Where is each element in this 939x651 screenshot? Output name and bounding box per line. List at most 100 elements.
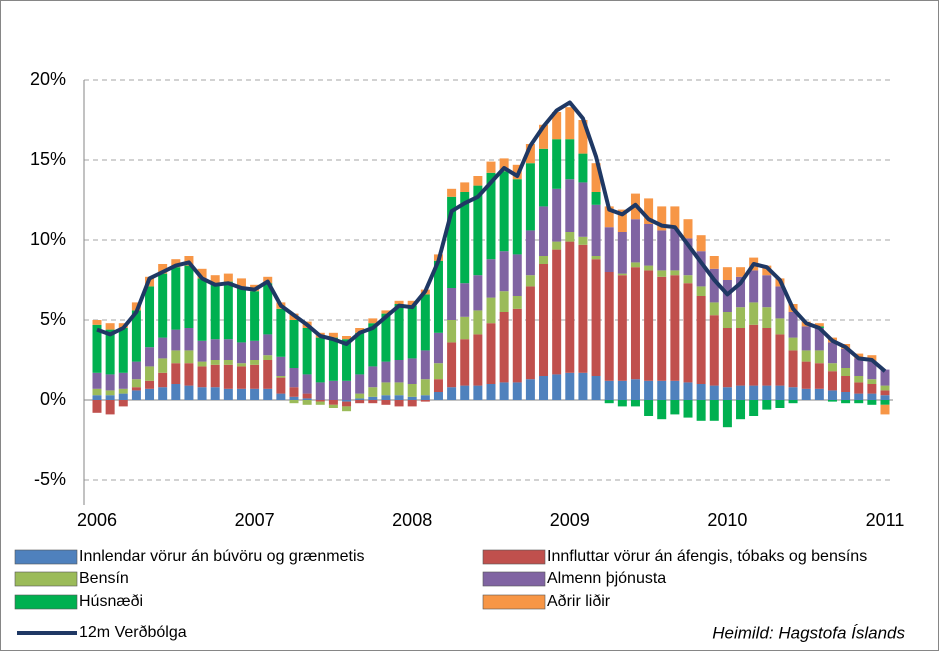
bar-segment — [158, 337, 168, 359]
bar-segment — [145, 366, 155, 381]
bar-segment — [184, 385, 194, 400]
bar-segment — [854, 400, 864, 404]
bar-segment — [407, 305, 417, 359]
bar-segment — [525, 230, 535, 276]
bar-segment — [263, 388, 273, 400]
bar-segment — [762, 385, 772, 400]
bar-segment — [591, 256, 601, 260]
bar-segment — [420, 395, 430, 400]
bar-segment — [342, 339, 352, 381]
bar-segment — [486, 384, 496, 400]
bar-segment — [447, 342, 457, 388]
bar-segment — [236, 388, 246, 400]
bar-segment — [460, 339, 470, 386]
bar-segment — [709, 400, 719, 421]
bar-segment — [158, 273, 168, 338]
bar-segment — [105, 374, 115, 391]
bar-segment — [630, 267, 640, 380]
legend-swatch — [14, 549, 78, 565]
bar-segment — [197, 361, 207, 367]
bar-segment — [814, 328, 824, 351]
bar-segment — [407, 400, 417, 407]
bar-segment — [158, 387, 168, 400]
bar-segment — [433, 363, 443, 380]
bar-segment — [381, 313, 391, 362]
bar-segment — [223, 360, 233, 365]
bar-segment — [486, 323, 496, 384]
bar-segment — [841, 392, 851, 400]
bar-segment — [394, 300, 404, 304]
bar-segment — [355, 374, 365, 394]
legend-label: Húsnæði — [79, 593, 143, 610]
bar-segment — [92, 395, 102, 400]
bar-segment — [289, 396, 299, 400]
bar-segment — [131, 361, 141, 380]
bar-segment — [263, 355, 273, 360]
bar-segment — [223, 388, 233, 400]
bar-segment — [355, 398, 365, 400]
bar-segment — [433, 392, 443, 400]
bar-segment — [683, 400, 693, 418]
y-tick-label: -5% — [34, 469, 66, 489]
bar-segment — [801, 361, 811, 389]
bar-segment — [381, 310, 391, 314]
bar-segment — [867, 361, 877, 380]
bar-segment — [355, 332, 365, 375]
bar-segment — [197, 268, 207, 279]
bar-segment — [105, 400, 115, 415]
y-tick-label: 0% — [40, 389, 66, 409]
bar-segment — [118, 400, 128, 407]
bar-segment — [512, 254, 522, 296]
bar-segment — [236, 342, 246, 364]
bar-segment — [814, 388, 824, 400]
bar-segment — [539, 256, 549, 264]
bar-segment — [683, 219, 693, 239]
bar-segment — [302, 400, 312, 405]
bar-segment — [722, 400, 732, 428]
bar-segment — [302, 398, 312, 400]
bar-segment — [328, 380, 338, 400]
bar-segment — [670, 270, 680, 276]
bar-segment — [473, 385, 483, 400]
bar-segment — [644, 224, 654, 266]
bar-segment — [407, 300, 417, 306]
bar-segment — [368, 323, 378, 367]
bar-segment — [236, 363, 246, 367]
bar-segment — [775, 334, 785, 386]
bar-segment — [447, 387, 457, 400]
bar-segment — [105, 395, 115, 400]
bar-segment — [525, 286, 535, 380]
y-tick-label: 5% — [40, 309, 66, 329]
bar-segment — [722, 267, 732, 280]
bar-segment — [827, 390, 837, 400]
bar-segment — [880, 369, 890, 386]
bar-segment — [486, 297, 496, 324]
legend-swatch — [482, 571, 546, 587]
bar-segment — [644, 270, 654, 381]
bar-segment — [302, 393, 312, 399]
bar-segment — [604, 380, 614, 400]
bar-segment — [263, 283, 273, 335]
bar-segment — [722, 328, 732, 388]
bar-segment — [223, 281, 233, 340]
bar-segment — [696, 384, 706, 400]
bar-segment — [210, 339, 220, 360]
bar-segment — [657, 270, 667, 277]
bar-segment — [315, 401, 325, 405]
bar-segment — [92, 388, 102, 396]
bar-segment — [722, 387, 732, 400]
bar-segment — [670, 206, 680, 229]
bar-segment — [394, 395, 404, 400]
bar-segment — [591, 163, 601, 192]
bar-segment — [644, 198, 654, 224]
bar-segment — [420, 350, 430, 380]
bar-segment — [499, 312, 509, 383]
bar-segment — [223, 339, 233, 360]
bar-segment — [512, 382, 522, 400]
y-tick-label: 20% — [30, 69, 66, 89]
bar-segment — [775, 400, 785, 408]
bar-segment — [657, 400, 667, 420]
bar-segment — [158, 264, 168, 274]
bar-segment — [657, 230, 667, 271]
